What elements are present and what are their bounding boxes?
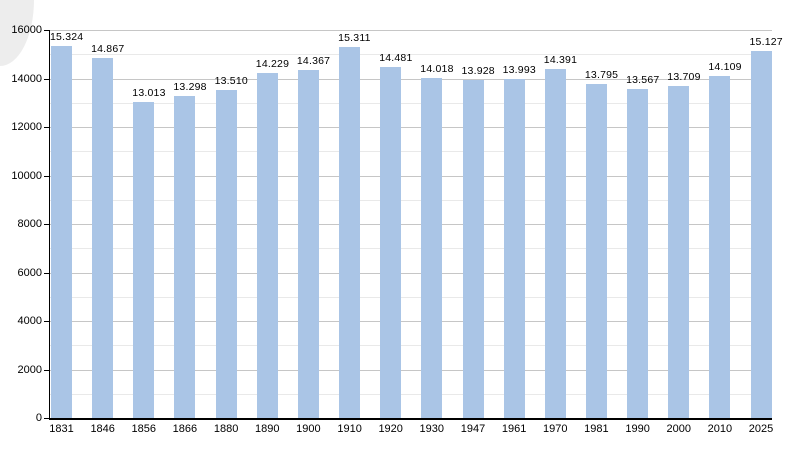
y-tick-mark [44, 418, 49, 419]
x-tick-label: 1866 [172, 423, 198, 435]
bar-2025 [750, 51, 772, 418]
x-tick-label: 1970 [543, 423, 568, 435]
x-tick-label: 1961 [501, 423, 527, 435]
bar-1990 [627, 89, 649, 418]
x-tick-label: 1981 [584, 423, 609, 435]
gridline-major [49, 127, 772, 128]
x-tick-label: 1930 [419, 423, 445, 435]
y-tick-label: 4000 [17, 315, 42, 327]
bar-2010 [709, 75, 731, 418]
bar-1890 [256, 72, 278, 418]
y-tick-mark [44, 224, 49, 225]
y-tick-label: 2000 [17, 364, 42, 376]
bar-value-label: 13.928 [461, 65, 495, 78]
gridline-major [49, 30, 772, 31]
y-tick-mark [44, 321, 49, 322]
gridline-major [49, 273, 772, 274]
gridline-minor [49, 151, 772, 152]
y-tick-mark [44, 176, 49, 177]
bar-1846 [92, 57, 114, 418]
bar-1900 [297, 69, 319, 418]
bar-1930 [421, 78, 443, 418]
y-axis-line [49, 30, 50, 420]
gridline-minor [49, 297, 772, 298]
gridline-minor [49, 103, 772, 104]
bar-value-label: 14.109 [708, 60, 742, 73]
y-tick-label: 6000 [17, 267, 42, 279]
x-tick-label: 1846 [90, 423, 115, 435]
y-tick-label: 12000 [11, 121, 42, 133]
y-tick-mark [44, 79, 49, 80]
bar-1981 [585, 83, 607, 418]
x-tick-label: 1920 [378, 423, 403, 435]
bar-1961 [503, 78, 525, 418]
y-tick-label: 10000 [11, 170, 42, 182]
bar-value-label: 13.510 [214, 75, 248, 88]
x-tick-label: 1890 [255, 423, 280, 435]
gridline-minor [49, 248, 772, 249]
bar-value-label: 14.391 [543, 54, 578, 66]
bar-value-label: 15.127 [749, 36, 783, 49]
y-tick-mark [44, 30, 49, 31]
gridline-major [49, 176, 772, 177]
bar-1947 [462, 80, 484, 418]
bar-1920 [380, 66, 402, 418]
gridline-major [49, 79, 772, 80]
y-tick-mark [44, 370, 49, 371]
gridline-minor [49, 345, 772, 346]
x-tick-label: 1900 [296, 423, 321, 435]
bar-value-label: 13.013 [132, 87, 166, 100]
bar-value-label: 15.324 [50, 31, 84, 44]
bar-value-label: 13.298 [173, 80, 207, 93]
bar-value-label: 13.795 [584, 68, 619, 81]
y-tick-mark [44, 273, 49, 274]
gridline-major [49, 321, 772, 322]
bar-value-label: 13.567 [626, 74, 660, 86]
bar-1970 [544, 69, 566, 418]
bar-value-label: 15.311 [338, 31, 371, 44]
x-tick-label: 2000 [666, 423, 692, 435]
bar-1880 [215, 90, 237, 418]
x-axis-line [49, 418, 772, 420]
bar-1831 [51, 46, 72, 418]
x-tick-label: 2010 [707, 423, 733, 435]
gridline-major [49, 224, 772, 225]
y-tick-mark [44, 127, 49, 128]
plot-area: 15.324 14.867 13.013 13.298 13.510 14.229 14.3… [49, 30, 783, 418]
bar-value-label: 13.709 [667, 70, 701, 83]
x-tick-label: 1947 [460, 423, 486, 435]
gridline-minor [49, 54, 772, 55]
x-tick-label: 2025 [748, 423, 774, 435]
x-tick-label: 1856 [131, 423, 157, 435]
gridline-major [49, 370, 772, 371]
y-tick-label: 16000 [11, 24, 42, 36]
x-tick-label: 1910 [337, 423, 362, 435]
x-tick-label: 1831 [49, 423, 74, 435]
bar-value-label: 14.867 [91, 42, 125, 55]
bar-1856 [133, 102, 155, 418]
bar-value-label: 14.229 [255, 57, 290, 70]
gridline-minor [49, 394, 772, 395]
bar-value-label: 13.993 [502, 63, 536, 76]
x-tick-label: 1990 [625, 423, 650, 435]
gridline-minor [49, 200, 772, 201]
bar-2000 [668, 85, 690, 418]
y-tick-label: 14000 [11, 73, 42, 85]
y-tick-label: 0 [35, 412, 42, 424]
y-tick-label: 8000 [17, 218, 42, 230]
bar-value-label: 14.018 [420, 63, 454, 76]
x-tick-label: 1880 [213, 423, 239, 435]
bar-1866 [174, 95, 196, 418]
bar-value-label: 14.367 [296, 54, 331, 67]
bar-value-label: 14.481 [379, 51, 413, 64]
bar-1910 [339, 46, 361, 418]
